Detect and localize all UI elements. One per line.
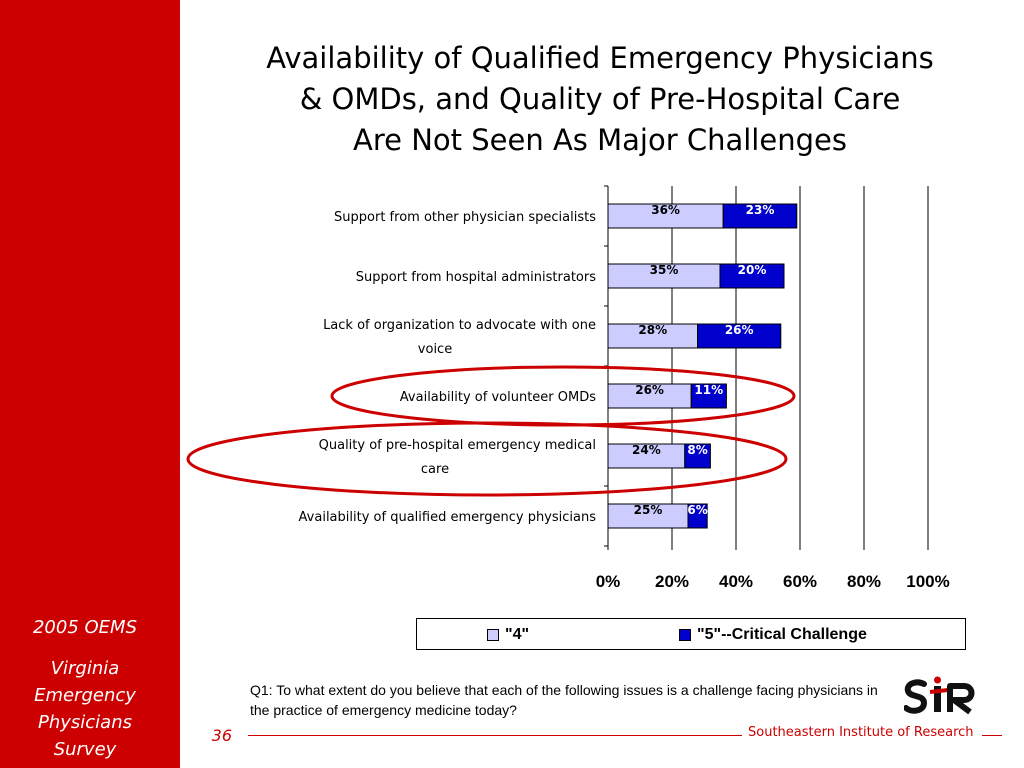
organization-name: Southeastern Institute of Research (748, 725, 974, 740)
survey-question: Q1: To what extent do you believe that e… (250, 680, 900, 720)
legend-item-series-4: "4" (487, 625, 529, 645)
data-label: 24% (632, 443, 661, 457)
category-label: Quality of pre-hospital emergency medica… (319, 438, 596, 453)
category-label: Support from other physician specialists (334, 210, 596, 225)
sidebar (0, 0, 180, 768)
bar-segment-series-5 (719, 263, 785, 289)
bar-segment-series-5 (684, 443, 711, 469)
bar-segment-series-4 (607, 323, 699, 349)
category-label: Support from hospital administrators (356, 270, 596, 285)
bar-segment-series-4 (607, 383, 692, 409)
bar-segment-series-4 (607, 263, 721, 289)
legend-label-series-5: "5"--Critical Challenge (697, 626, 867, 643)
question-prefix: Q1: (250, 682, 273, 698)
bar-segment-series-4 (607, 203, 724, 229)
data-label: 26% (635, 383, 664, 397)
chart-legend: "4" "5"--Critical Challenge (416, 618, 966, 650)
category-label: Lack of organization to advocate with on… (323, 318, 596, 333)
question-text: To what extent do you believe that each … (250, 682, 878, 718)
bar-segment-series-4 (607, 503, 689, 529)
data-label: 28% (638, 323, 667, 337)
title-line: & OMDs, and Quality of Pre-Hospital Care (299, 82, 901, 116)
x-tick-label: 40% (719, 572, 753, 591)
data-label: 25% (634, 503, 663, 517)
category-label: Availability of qualified emergency phys… (299, 510, 597, 525)
data-label: 6% (687, 503, 707, 517)
sidebar-year: 2005 OEMS (32, 617, 138, 638)
sidebar-survey-line: Physicians (37, 712, 132, 733)
footer-divider-right (982, 735, 1002, 736)
data-label: 23% (746, 203, 775, 217)
bar-segment-series-5 (690, 383, 727, 409)
data-label: 26% (725, 323, 754, 337)
x-tick-label: 60% (783, 572, 817, 591)
legend-label-series-4: "4" (505, 626, 530, 643)
legend-swatch-series-5 (679, 629, 691, 641)
legend-swatch-series-4 (487, 629, 499, 641)
data-label: 20% (738, 263, 767, 277)
bar-segment-series-5 (697, 323, 782, 349)
sidebar-survey-name: Virginia Emergency Physicians Survey (0, 655, 170, 763)
title-line: Are Not Seen As Major Challenges (353, 123, 847, 157)
page-number: 36 (211, 726, 232, 745)
slide-title: Availability of Qualified Emergency Phys… (200, 38, 1000, 161)
data-label: 8% (687, 443, 707, 457)
category-label: care (421, 462, 449, 477)
sidebar-survey-line: Survey (53, 739, 117, 760)
x-tick-label: 0% (596, 572, 621, 591)
title-line: Availability of Qualified Emergency Phys… (266, 41, 934, 75)
category-label: voice (418, 342, 452, 357)
data-label: 36% (651, 203, 680, 217)
bar-segment-series-5 (687, 503, 708, 529)
category-label: Availability of volunteer OMDs (400, 390, 596, 405)
data-label: 35% (650, 263, 679, 277)
footer-divider (248, 735, 742, 736)
sidebar-survey-line: Emergency (34, 685, 136, 706)
x-tick-label: 100% (906, 572, 949, 591)
bar-segment-series-5 (722, 203, 798, 229)
data-label: 11% (694, 383, 723, 397)
sir-logo (904, 676, 975, 715)
highlight-circle (186, 421, 788, 497)
legend-item-series-5: "5"--Critical Challenge (679, 625, 867, 645)
x-tick-label: 20% (655, 572, 689, 591)
sidebar-survey-line: Virginia (50, 658, 120, 679)
x-tick-label: 80% (847, 572, 881, 591)
